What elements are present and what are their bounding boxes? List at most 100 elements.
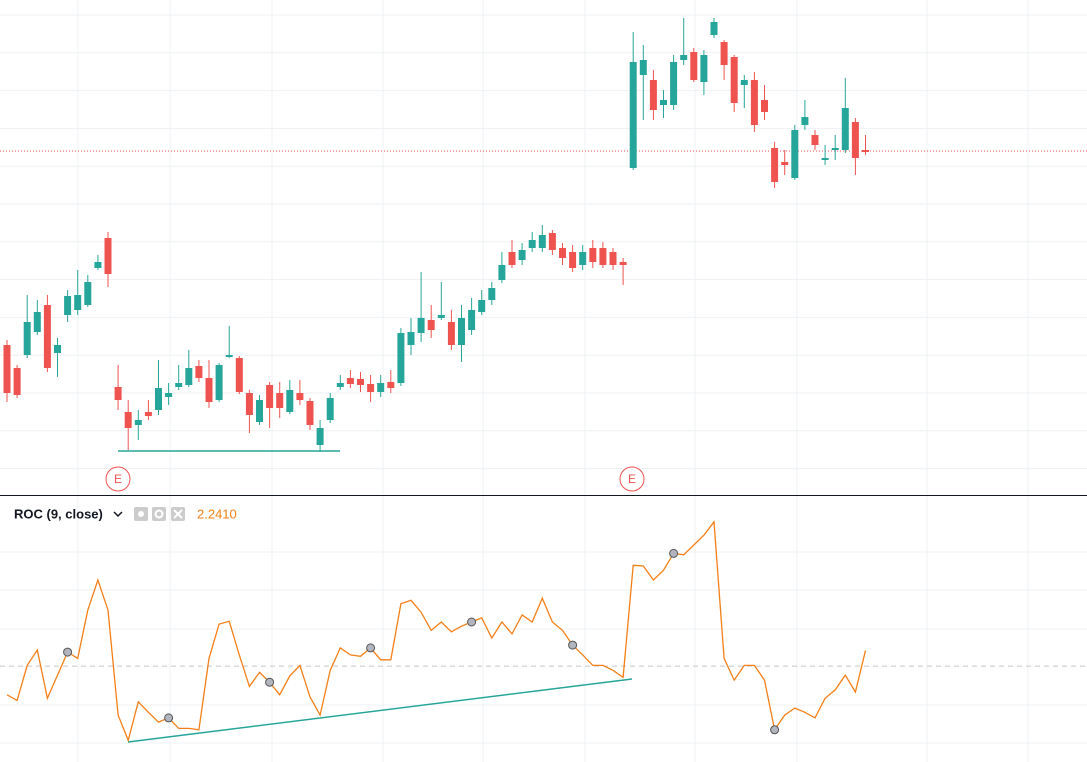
event-marker[interactable]: E bbox=[105, 466, 131, 492]
candle bbox=[619, 258, 627, 285]
candle bbox=[195, 360, 203, 382]
candle-body bbox=[811, 135, 819, 145]
candle bbox=[417, 272, 425, 342]
candle bbox=[609, 248, 617, 270]
candle-body bbox=[559, 248, 566, 258]
candle bbox=[74, 270, 82, 315]
pivot-marker bbox=[568, 640, 578, 650]
candle-body bbox=[761, 100, 768, 112]
candle-body bbox=[397, 333, 405, 383]
candle-body bbox=[619, 262, 627, 265]
candle-body bbox=[205, 378, 213, 402]
candle bbox=[488, 282, 496, 305]
candle bbox=[165, 383, 173, 405]
candle bbox=[447, 310, 455, 350]
candle-body bbox=[447, 322, 455, 345]
candle bbox=[397, 328, 405, 386]
candle bbox=[245, 390, 253, 433]
candle bbox=[589, 240, 597, 268]
candle-body bbox=[84, 282, 92, 305]
candle bbox=[286, 380, 294, 414]
candle-body bbox=[43, 305, 51, 368]
candle-body bbox=[801, 117, 809, 125]
candle bbox=[518, 243, 526, 265]
candle-body bbox=[528, 240, 536, 248]
candle bbox=[64, 290, 72, 322]
indicator-title[interactable]: ROC (9, close) bbox=[14, 506, 103, 521]
candle bbox=[316, 420, 324, 452]
candle bbox=[84, 275, 92, 307]
candle bbox=[104, 232, 112, 287]
candle-body bbox=[144, 412, 152, 416]
dropdown-chevron[interactable] bbox=[113, 511, 123, 518]
candle-body bbox=[74, 295, 82, 310]
candle bbox=[851, 118, 859, 175]
candle-body bbox=[104, 238, 112, 274]
candle-body bbox=[538, 235, 546, 248]
candle bbox=[13, 365, 21, 398]
candle-body bbox=[155, 388, 162, 410]
candle-body bbox=[488, 288, 496, 300]
trend-line bbox=[127, 678, 633, 743]
candle bbox=[185, 350, 193, 387]
candle bbox=[761, 85, 768, 120]
candle-body bbox=[195, 366, 203, 378]
candle bbox=[266, 382, 274, 428]
pivot-marker bbox=[164, 713, 174, 723]
indicator-value: 2.2410 bbox=[197, 506, 237, 521]
candle bbox=[427, 305, 435, 338]
candle-body bbox=[710, 22, 718, 35]
event-marker[interactable]: E bbox=[619, 466, 645, 492]
candle-body bbox=[175, 383, 183, 387]
candle-body bbox=[387, 382, 395, 388]
candle bbox=[730, 55, 738, 112]
candle-body bbox=[821, 158, 829, 160]
candle-body bbox=[64, 296, 72, 315]
candle-body bbox=[639, 60, 647, 75]
candle-body bbox=[508, 252, 516, 265]
candle bbox=[801, 100, 809, 130]
candle-body bbox=[609, 252, 617, 265]
candle bbox=[811, 130, 819, 150]
candle bbox=[33, 300, 41, 335]
candle-body bbox=[841, 108, 849, 150]
candle bbox=[367, 375, 375, 402]
candle-body bbox=[781, 162, 789, 165]
candle bbox=[670, 55, 678, 110]
candle-body bbox=[357, 379, 364, 385]
pivot-marker bbox=[63, 647, 73, 657]
candle bbox=[528, 232, 536, 252]
candle bbox=[629, 32, 637, 170]
candle-body bbox=[670, 62, 678, 105]
candle-body bbox=[124, 412, 132, 428]
candle bbox=[144, 400, 152, 420]
candle bbox=[124, 400, 132, 450]
candle-body bbox=[427, 320, 435, 330]
candle-body bbox=[498, 265, 506, 280]
candle-body bbox=[660, 100, 667, 105]
candle bbox=[94, 255, 102, 270]
candle bbox=[700, 50, 708, 95]
candle-body bbox=[377, 383, 385, 392]
candle-body bbox=[791, 130, 799, 178]
candle-body bbox=[165, 393, 173, 397]
candle-body bbox=[367, 384, 375, 392]
settings-icon[interactable] bbox=[152, 507, 166, 521]
candle-body bbox=[599, 248, 607, 265]
candle-body bbox=[730, 57, 738, 103]
candle-body bbox=[458, 318, 465, 345]
candle-body bbox=[649, 80, 657, 110]
candle bbox=[841, 78, 849, 153]
candle-body bbox=[771, 148, 779, 182]
candle bbox=[276, 382, 284, 418]
candle-body bbox=[437, 315, 445, 318]
event-circle bbox=[105, 466, 131, 492]
candle-body bbox=[114, 387, 122, 400]
candle bbox=[357, 372, 364, 392]
candle-body bbox=[33, 312, 41, 332]
candle-body bbox=[468, 310, 476, 330]
candle bbox=[649, 70, 657, 120]
candle bbox=[437, 282, 445, 320]
candle-body bbox=[3, 345, 11, 393]
